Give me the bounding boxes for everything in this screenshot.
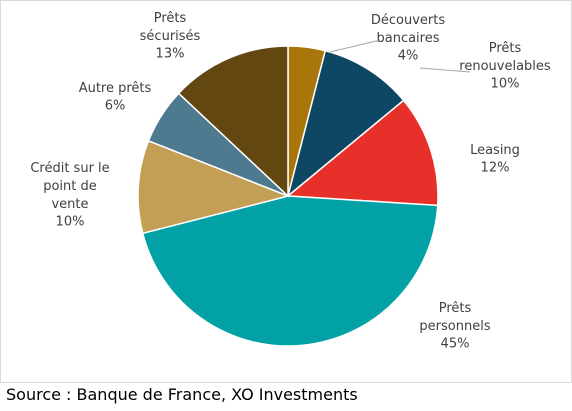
leader-line [419, 67, 471, 73]
slice-label: Leasing [470, 143, 520, 158]
slice-label: Prêts personnels [419, 301, 490, 334]
pie-slice [137, 139, 291, 235]
value-label: 10% [56, 215, 85, 230]
slice-label: Prêts renouvelables [459, 41, 551, 74]
value-label: 4% [398, 49, 419, 64]
slice-label: Prêts sécurisés [140, 11, 201, 44]
pie-slice [141, 195, 439, 347]
value-label: 12% [481, 161, 510, 176]
value-label: 6% [105, 99, 126, 114]
pie-slice [286, 99, 439, 207]
slice-label: Crédit sur le point de vente [30, 161, 109, 212]
value-label: 10% [491, 77, 520, 92]
pie-slice [286, 49, 405, 199]
value-label: 13% [156, 47, 185, 62]
source: Source : Banque de France, XO Investment… [6, 385, 358, 404]
leader-line [329, 39, 381, 53]
value-label: 45% [441, 337, 470, 352]
slice-label: Autre prêts [79, 81, 152, 96]
pie-slice [177, 45, 289, 198]
slice-label: Découverts bancaires [371, 13, 445, 46]
